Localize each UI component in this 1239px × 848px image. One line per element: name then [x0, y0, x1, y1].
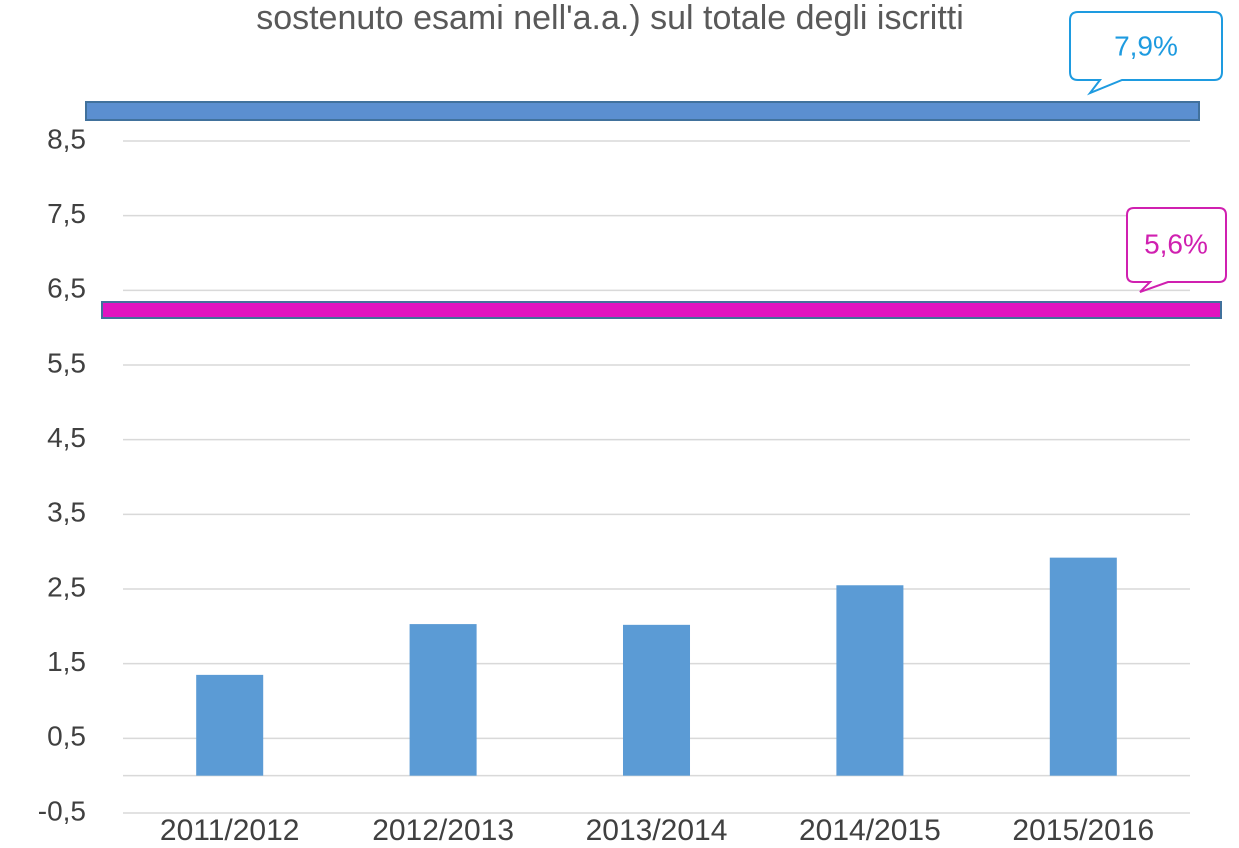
y-tick-label: 0,5: [47, 721, 86, 752]
y-tick-label: 8,5: [47, 123, 86, 154]
callout-box: [1126, 207, 1227, 293]
bar: [409, 624, 477, 776]
x-tick-label: 2012/2013: [372, 814, 514, 847]
y-tick-label: 5,5: [47, 347, 86, 378]
callout-label: 5,6%: [1144, 228, 1208, 259]
reference-band: [101, 301, 1222, 319]
bar: [622, 624, 691, 776]
x-tick-label: 2014/2015: [799, 814, 941, 847]
y-tick-label: 4,5: [47, 422, 86, 453]
bar: [836, 585, 904, 776]
bar: [196, 674, 264, 776]
y-tick-label: 6,5: [47, 273, 86, 304]
callout-label: 7,9%: [1114, 30, 1178, 61]
annotations: 7,9% 5,6%: [85, 11, 1227, 319]
bar: [1049, 557, 1117, 776]
y-tick-label: 1,5: [47, 646, 86, 677]
y-tick-label: 3,5: [47, 497, 86, 528]
callout-box: [1069, 11, 1223, 96]
x-tick-label: 2013/2014: [586, 814, 728, 847]
x-tick-label: 2015/2016: [1012, 814, 1154, 847]
y-tick-label: 7,5: [47, 198, 86, 229]
chart-title: sostenuto esami nell'a.a.) sul totale de…: [256, 0, 964, 37]
x-tick-label: 2011/2012: [160, 814, 300, 847]
y-tick-label: -0,5: [38, 795, 86, 826]
y-tick-label: 2,5: [47, 571, 86, 602]
reference-band: [85, 101, 1200, 121]
